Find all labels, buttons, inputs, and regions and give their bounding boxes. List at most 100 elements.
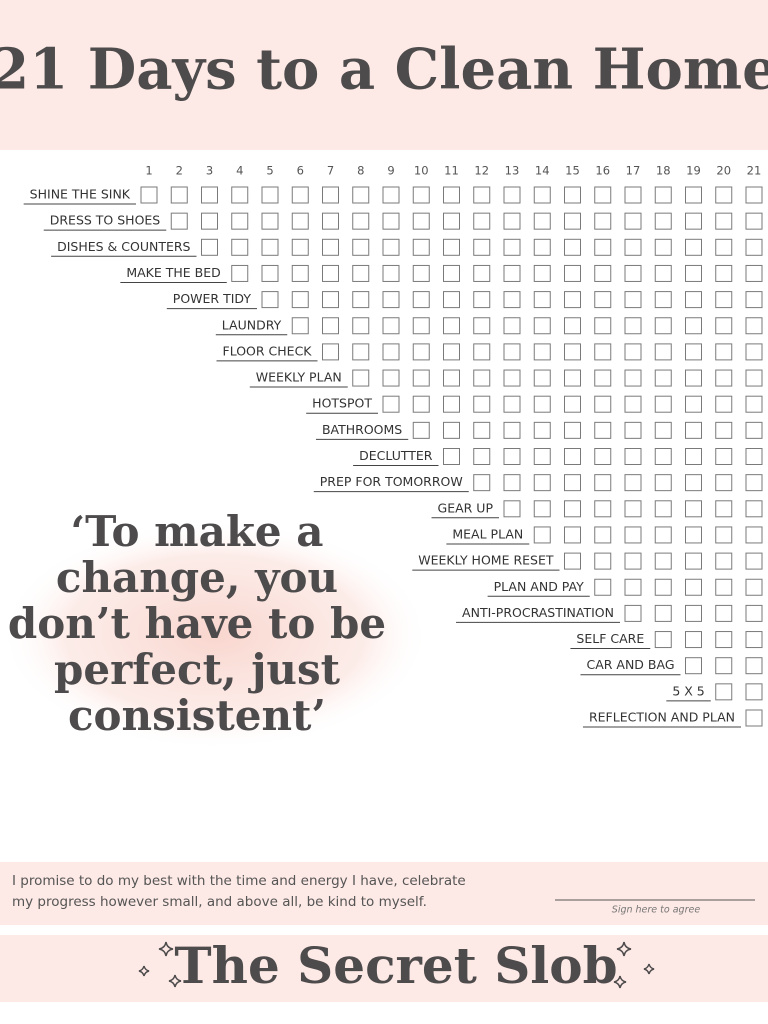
day-number: 1 [145, 164, 152, 178]
checkbox [503, 291, 521, 309]
day-number: 7 [327, 164, 334, 178]
checkbox [715, 657, 733, 675]
task-label: REFLECTION AND PLAN [589, 710, 735, 725]
checkbox [564, 186, 581, 204]
checkbox [382, 238, 400, 256]
task-label: 5 X 5 [672, 683, 704, 698]
task-label: WEEKLY PLAN [256, 370, 342, 385]
checkbox [291, 291, 309, 309]
checkbox [564, 448, 581, 465]
checkbox [291, 212, 309, 230]
checkbox [685, 552, 702, 570]
checkbox [231, 264, 249, 282]
checkbox [685, 604, 702, 622]
checkbox [654, 343, 672, 361]
day-number: 3 [206, 164, 213, 178]
checkbox [594, 238, 612, 256]
checkbox [291, 317, 309, 335]
checkbox [685, 186, 702, 204]
checkbox [231, 186, 249, 204]
brand-band [0, 935, 768, 1002]
checkbox [745, 291, 763, 309]
checkbox [473, 369, 491, 387]
day-number: 8 [357, 164, 364, 178]
checkbox [715, 500, 733, 518]
checkbox [533, 317, 551, 335]
day-number: 11 [444, 164, 459, 178]
checkbox [685, 343, 702, 361]
checkbox [594, 317, 612, 335]
checkbox [412, 343, 430, 361]
checkbox [654, 212, 672, 230]
day-number: 20 [716, 164, 731, 178]
checkbox [594, 186, 612, 204]
quote-line: consistent’ [68, 691, 326, 740]
checkbox [261, 264, 279, 282]
checkbox [322, 186, 339, 204]
checkbox [685, 657, 702, 675]
checkbox [473, 238, 491, 256]
day-number: 2 [176, 164, 183, 178]
title: 21 Days to a Clean Home [0, 37, 768, 103]
checkbox [564, 264, 581, 282]
checkbox [624, 369, 642, 387]
checkbox [533, 421, 551, 439]
watercolor [0, 520, 430, 750]
checkbox [352, 212, 370, 230]
quote-line: don’t have to be [8, 599, 386, 648]
checkbox [745, 264, 763, 282]
checkbox [564, 291, 581, 309]
checkbox [654, 291, 672, 309]
day-number: 16 [595, 164, 610, 178]
checkbox [594, 343, 612, 361]
checkbox [503, 317, 521, 335]
checkbox [745, 317, 763, 335]
checkbox [382, 212, 400, 230]
checkbox [322, 264, 339, 282]
checkbox [170, 212, 188, 230]
task-label: GEAR UP [438, 500, 494, 515]
checkbox [503, 369, 521, 387]
checkbox [473, 448, 491, 465]
checkbox [382, 369, 400, 387]
checkbox [685, 526, 702, 544]
checkbox [715, 474, 733, 492]
checkbox [745, 709, 763, 727]
checkbox [745, 421, 763, 439]
checkbox [594, 526, 612, 544]
checkbox [533, 343, 551, 361]
checkbox [533, 474, 551, 492]
checkbox [624, 448, 642, 465]
checkbox [443, 395, 460, 413]
checkbox [745, 526, 763, 544]
checkbox [685, 369, 702, 387]
checkbox [443, 421, 460, 439]
checkbox [654, 369, 672, 387]
checkbox [533, 369, 551, 387]
checkbox [533, 264, 551, 282]
checkbox [715, 291, 733, 309]
checkbox [624, 474, 642, 492]
checkbox [745, 631, 763, 649]
task-label: FLOOR CHECK [223, 343, 313, 358]
checkbox [685, 448, 702, 465]
checkbox [624, 291, 642, 309]
checkbox [352, 186, 370, 204]
checkbox [745, 395, 763, 413]
checkbox [654, 604, 672, 622]
checkbox [503, 500, 521, 518]
day-number: 10 [414, 164, 429, 178]
checkbox [503, 448, 521, 465]
checkbox [564, 552, 581, 570]
checkbox [745, 474, 763, 492]
checkbox [322, 343, 339, 361]
checkbox [715, 212, 733, 230]
checkbox [745, 552, 763, 570]
task-label: LAUNDRY [222, 317, 282, 332]
task-label: CAR AND BAG [586, 657, 674, 672]
checkbox [594, 474, 612, 492]
checkbox [412, 395, 430, 413]
checkbox [654, 317, 672, 335]
checkbox [624, 186, 642, 204]
checkbox [654, 500, 672, 518]
